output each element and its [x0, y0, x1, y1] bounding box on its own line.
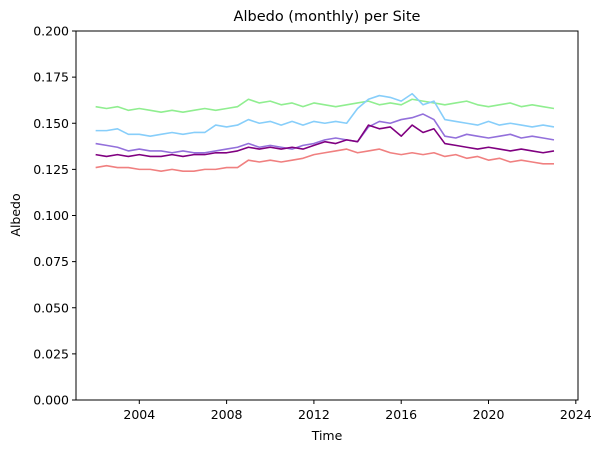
x-tick-label: 2004	[123, 407, 155, 422]
chart-title: Albedo (monthly) per Site	[234, 9, 421, 25]
x-axis-ticks: 2004 2008 2012 2016 2020 2024	[123, 400, 592, 422]
x-tick-label: 2016	[385, 407, 417, 422]
y-axis-title: Albedo	[8, 193, 23, 236]
y-axis-ticks: 0.000 0.025 0.050 0.075 0.100 0.125 0.150 0.175…	[33, 24, 76, 408]
x-tick-label: 2012	[298, 407, 330, 422]
y-tick-label: 0.100	[33, 208, 69, 223]
x-axis-title: Time	[311, 428, 343, 443]
y-tick-label: 0.050	[33, 300, 69, 315]
x-tick-label: 2020	[473, 407, 505, 422]
series-line-2	[95, 92, 555, 137]
x-tick-label: 2024	[560, 407, 592, 422]
series-line-1	[95, 98, 555, 113]
y-tick-label: 0.125	[33, 162, 69, 177]
plot-frame	[75, 30, 579, 401]
y-tick-label: 0.200	[33, 24, 69, 39]
y-tick-label: 0.000	[33, 393, 69, 408]
y-tick-label: 0.175	[33, 70, 69, 85]
y-tick-label: 0.025	[33, 346, 69, 361]
series-line-3	[95, 113, 555, 154]
series-lines	[95, 92, 555, 173]
x-tick-label: 2008	[211, 407, 243, 422]
y-tick-label: 0.150	[33, 116, 69, 131]
y-tick-label: 0.075	[33, 254, 69, 269]
series-line-5	[95, 148, 554, 173]
series-line-4	[95, 124, 555, 158]
